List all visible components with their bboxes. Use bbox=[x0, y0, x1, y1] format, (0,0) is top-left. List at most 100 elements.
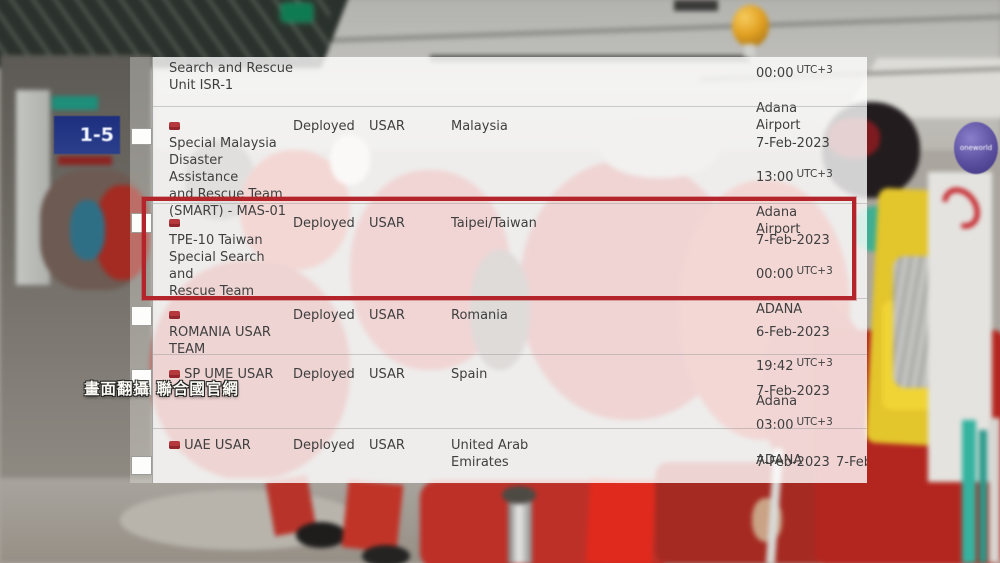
team-flag-icon bbox=[169, 441, 180, 449]
stanchion-pole bbox=[508, 498, 532, 563]
gold-ornament bbox=[732, 5, 769, 47]
type-cell: USAR bbox=[369, 119, 405, 134]
team-name-text: Special Malaysia Disaster Assistance and… bbox=[169, 136, 287, 219]
type-cell: USAR bbox=[369, 308, 405, 323]
truss-stripes bbox=[0, 0, 330, 60]
arrival-datetime: 6-Feb-2023 19:42 UTC+3 Adana bbox=[756, 299, 848, 427]
red-trouser-leg bbox=[341, 479, 404, 553]
status-cell: Deployed bbox=[293, 119, 355, 134]
white-edge bbox=[989, 418, 1000, 563]
timezone: UTC+3 bbox=[796, 265, 833, 277]
arrival-time-line: 00:00 UTC+3 bbox=[756, 64, 848, 83]
gate-sign-1-5: 1-5 bbox=[54, 116, 120, 154]
gate-sign-label: 1-5 bbox=[79, 124, 114, 146]
status-cell: Deployed bbox=[293, 308, 355, 323]
edge-input-box[interactable] bbox=[131, 128, 152, 145]
timezone: UTC+3 bbox=[796, 416, 833, 428]
location-cell: Taipei/Taiwan bbox=[451, 216, 537, 231]
type-cell: USAR bbox=[369, 438, 405, 453]
arrival-date: 7-Feb-2023 bbox=[756, 136, 830, 151]
highlight-red-box bbox=[142, 197, 856, 300]
arrival-time-line: 19:42 UTC+3 bbox=[756, 357, 848, 376]
status-cell: Deployed bbox=[293, 367, 355, 382]
arrival-place: ADANA bbox=[756, 302, 803, 317]
team-name: TPE-10 Taiwan Special Search and Rescue … bbox=[169, 204, 293, 300]
team-flag-icon bbox=[169, 219, 180, 227]
ceiling-dark-band bbox=[674, 0, 718, 11]
table-row-uae: UAE USAR Deployed USAR United Arab Emira… bbox=[153, 428, 867, 483]
timezone: UTC+3 bbox=[796, 168, 833, 180]
location-cell: Romania bbox=[451, 308, 508, 323]
stanchion-knob bbox=[502, 486, 536, 504]
type-cell: USAR bbox=[369, 216, 405, 231]
arrival-time-line: 00:00 UTC+3 bbox=[756, 265, 848, 284]
edge-input-box[interactable] bbox=[131, 306, 152, 326]
arrival-time-line: 03:00 UTC+3 bbox=[756, 416, 848, 435]
departure-board bbox=[52, 96, 98, 110]
type-cell: USAR bbox=[369, 367, 405, 382]
team-flag-icon bbox=[169, 311, 180, 319]
arrival-time: 03:00 bbox=[756, 418, 794, 433]
arrival-time: 13:00 bbox=[756, 170, 794, 185]
team-name-text: Search and Rescue Unit ISR-1 bbox=[169, 61, 293, 93]
table-row-taiwan: TPE-10 Taiwan Special Search and Rescue … bbox=[153, 203, 867, 317]
status-cell: Deployed bbox=[293, 438, 355, 453]
location-cell: Malaysia bbox=[451, 119, 508, 134]
arrival-date: 6-Feb-2023 bbox=[756, 325, 830, 340]
crowd-left-blue bbox=[70, 200, 105, 260]
team-name-text: SP UME USAR bbox=[184, 367, 274, 382]
table-row-isr1: Search and Rescue Unit ISR-1 00:00 UTC+3 … bbox=[153, 57, 867, 133]
departure-datetime: 7-Feb-2023 UTC+3 Unknown bbox=[836, 429, 867, 483]
edge-input-box[interactable] bbox=[131, 456, 152, 475]
team-name-text: TPE-10 Taiwan Special Search and Rescue … bbox=[169, 233, 265, 299]
table-row-romania: ROMANIA USAR TEAM Deployed USAR Romania … bbox=[153, 298, 867, 409]
arrival-date: 7-Feb-2023 bbox=[756, 455, 830, 470]
team-flag-icon bbox=[169, 122, 180, 130]
black-shoe bbox=[296, 522, 346, 548]
table-row-spain: SP UME USAR Deployed USAR Spain 7-Feb-20… bbox=[153, 354, 867, 468]
arrival-date: 7-Feb-2023 bbox=[756, 233, 830, 248]
team-name: Special Malaysia Disaster Assistance and… bbox=[169, 107, 293, 220]
arrival-place: ADANA bbox=[756, 453, 803, 468]
team-name-text: UAE USAR bbox=[184, 438, 251, 453]
source-caption: 畫面翻攝 聯合國官網 bbox=[84, 380, 239, 398]
black-shoe bbox=[362, 545, 410, 563]
arrival-datetime: 7-Feb-2023 03:00 UTC+3 ADANA bbox=[756, 355, 848, 483]
table-row-malaysia: Special Malaysia Disaster Assistance and… bbox=[153, 106, 867, 237]
location-cell: Spain bbox=[451, 367, 488, 382]
timezone: UTC+3 bbox=[796, 357, 833, 369]
teal-strip bbox=[962, 420, 976, 563]
teal-strip bbox=[979, 430, 987, 563]
edge-input-box[interactable] bbox=[131, 213, 152, 233]
team-name: UAE USAR bbox=[169, 429, 293, 454]
arrival-time: 00:00 bbox=[756, 267, 794, 282]
green-exit-sign bbox=[282, 4, 312, 21]
team-name: Search and Rescue Unit ISR-1 bbox=[169, 57, 293, 94]
arrival-time: 00:00 bbox=[756, 66, 794, 81]
arrival-date: 7-Feb-2023 bbox=[756, 384, 830, 399]
timezone: UTC+3 bbox=[796, 64, 833, 76]
arrival-time-line: 13:00 UTC+3 bbox=[756, 168, 848, 187]
oneworld-label: oneworld bbox=[959, 144, 993, 152]
arrival-datetime: 7-Feb-2023 00:00 UTC+3 ADANA bbox=[756, 204, 848, 335]
red-flag bbox=[585, 478, 657, 563]
arrival-datetime: 7-Feb-2023 12:30UTC+3 LTAF Airport bbox=[756, 429, 848, 483]
gold-ornament-pole bbox=[744, 44, 755, 58]
arrival-datetime: 00:00 UTC+3 Adana Airport bbox=[756, 57, 848, 151]
arrival-datetime: 7-Feb-2023 13:00 UTC+3 Adana Airport bbox=[756, 107, 848, 255]
arrival-place: Adana bbox=[756, 394, 798, 409]
arrival-time: 19:42 bbox=[756, 359, 794, 374]
status-cell: Deployed bbox=[293, 216, 355, 231]
oneworld-globe: oneworld bbox=[954, 122, 998, 174]
location-cell: United Arab Emirates bbox=[451, 438, 529, 470]
arrival-place: Adana Airport bbox=[756, 205, 801, 237]
arrival-place: Adana Airport bbox=[756, 101, 801, 133]
team-name-text: ROMANIA USAR TEAM bbox=[169, 325, 271, 357]
team-flag-icon bbox=[169, 370, 180, 378]
usar-deployment-table: Search and Rescue Unit ISR-1 00:00 UTC+3 … bbox=[152, 57, 867, 483]
departure-date: 7-Feb-2023 bbox=[836, 455, 867, 470]
team-name: SP UME USAR bbox=[169, 355, 293, 383]
edge-input-box[interactable] bbox=[131, 369, 152, 396]
red-led-strip bbox=[58, 156, 112, 165]
